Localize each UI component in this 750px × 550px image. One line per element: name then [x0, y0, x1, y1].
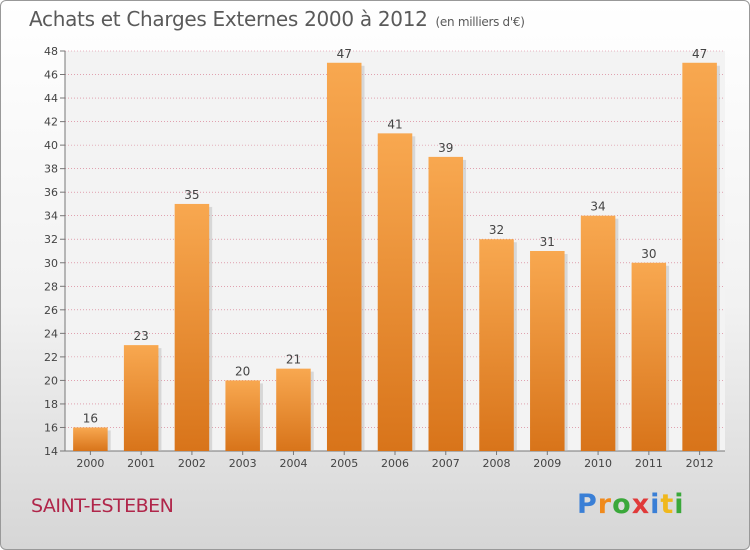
data-label: 39 [438, 141, 453, 155]
y-tick-label: 26 [44, 304, 58, 317]
y-tick-label: 46 [44, 69, 58, 82]
y-tick-label: 34 [44, 210, 58, 223]
y-tick-label: 16 [44, 421, 58, 434]
y-tick-label: 22 [44, 351, 58, 364]
bar [276, 368, 311, 451]
proxiti-logo: Proxiti [577, 489, 685, 520]
y-tick-label: 20 [44, 374, 58, 387]
y-tick-label: 30 [44, 257, 58, 270]
logo-letter: t [660, 489, 675, 520]
x-tick-label: 2003 [229, 457, 257, 470]
bar [73, 427, 108, 451]
y-tick-label: 24 [44, 327, 58, 340]
y-tick-label: 14 [44, 445, 58, 458]
logo-letter: o [612, 489, 632, 520]
bar [530, 251, 565, 451]
x-tick-label: 2006 [381, 457, 409, 470]
data-label: 47 [337, 47, 352, 61]
data-label: 23 [134, 329, 149, 343]
x-tick-label: 2005 [330, 457, 358, 470]
data-label: 31 [540, 235, 555, 249]
data-label: 34 [590, 200, 605, 214]
x-tick-label: 2009 [533, 457, 561, 470]
chart-title: Achats et Charges Externes 2000 à 2012 (e… [29, 7, 525, 31]
data-label: 30 [641, 247, 656, 261]
bar [225, 380, 260, 451]
y-tick-label: 32 [44, 233, 58, 246]
data-label: 35 [184, 188, 199, 202]
bar [428, 156, 464, 451]
bar [682, 62, 717, 451]
chart-title-text: Achats et Charges Externes 2000 à 2012 [29, 7, 428, 31]
logo-letter: P [577, 489, 598, 520]
logo-letter: i [650, 489, 661, 520]
y-tick-label: 40 [44, 139, 58, 152]
data-label: 32 [489, 223, 504, 237]
commune-name: SAINT-ESTEBEN [31, 495, 174, 517]
data-label: 16 [83, 411, 98, 425]
bar [123, 345, 159, 451]
x-tick-label: 2000 [76, 457, 104, 470]
bar [479, 239, 514, 451]
data-label: 20 [235, 364, 250, 378]
y-tick-label: 42 [44, 116, 58, 129]
y-tick-label: 44 [44, 92, 58, 105]
bar [377, 133, 413, 451]
data-label: 21 [286, 353, 301, 367]
y-tick-label: 38 [44, 163, 58, 176]
y-tick-label: 18 [44, 398, 58, 411]
logo-letter: x [631, 489, 651, 520]
y-tick-label: 28 [44, 280, 58, 293]
logo-letter: i [674, 489, 685, 520]
bar [580, 215, 616, 451]
x-tick-label: 2002 [178, 457, 206, 470]
bar [631, 262, 667, 451]
x-tick-label: 2007 [432, 457, 460, 470]
x-tick-label: 2011 [635, 457, 663, 470]
logo-letter: r [597, 489, 613, 520]
bar [326, 62, 362, 451]
x-tick-label: 2010 [584, 457, 612, 470]
x-tick-label: 2008 [483, 457, 511, 470]
x-tick-label: 2012 [686, 457, 714, 470]
data-label: 41 [387, 117, 402, 131]
y-tick-label: 36 [44, 186, 58, 199]
x-tick-label: 2001 [127, 457, 155, 470]
x-tick-label: 2004 [279, 457, 307, 470]
bar [174, 203, 210, 451]
chart-unit: (en milliers d'€) [435, 15, 525, 29]
y-tick-label: 48 [44, 45, 58, 58]
data-label: 47 [692, 47, 707, 61]
